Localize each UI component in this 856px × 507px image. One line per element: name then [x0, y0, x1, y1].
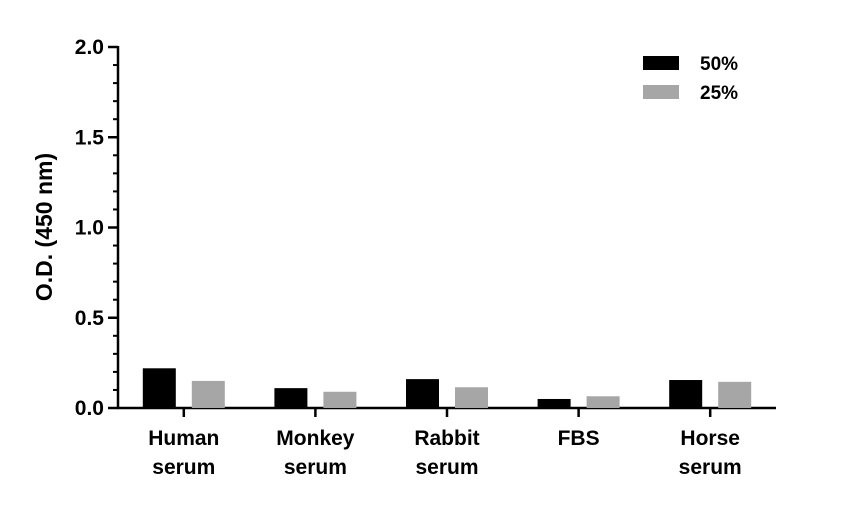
- bar-50pct-2: [406, 379, 439, 408]
- y-tick-label: 0.0: [75, 397, 104, 420]
- bar-50pct-0: [142, 368, 176, 408]
- x-category-label: Rabbit: [414, 427, 479, 450]
- legend: 50%25%: [643, 54, 738, 104]
- y-tick-label: 2.0: [75, 36, 104, 59]
- bar-25pct-0: [191, 380, 225, 408]
- x-category-label: Human: [148, 427, 219, 450]
- bars: [142, 368, 752, 408]
- bar-25pct-4: [718, 381, 752, 408]
- legend-label: 25%: [700, 83, 738, 104]
- bar-25pct-2: [455, 387, 488, 408]
- x-category-label: serum: [679, 456, 742, 479]
- bar-50pct-4: [669, 380, 703, 408]
- x-category-label: FBS: [558, 427, 600, 450]
- bar-25pct-1: [323, 391, 357, 408]
- y-tick-label: 0.5: [75, 307, 105, 330]
- x-category-label: serum: [152, 456, 215, 479]
- bar-50pct-1: [274, 388, 308, 408]
- y-axis-title: O.D. (450 nm): [31, 153, 57, 301]
- legend-swatch: [643, 85, 679, 99]
- x-category-label: serum: [284, 456, 347, 479]
- x-category-label: Monkey: [276, 427, 355, 450]
- axes: 0.0 0.5 1.0 1.5 2.0 Human serum Monkey serum Rabb…: [75, 36, 776, 479]
- legend-swatch: [643, 56, 679, 70]
- bar-25pct-3: [586, 396, 620, 408]
- y-tick-label: 1.0: [75, 217, 104, 240]
- bar-50pct-3: [537, 398, 571, 408]
- x-category-label: Horse: [680, 427, 740, 450]
- legend-label: 50%: [700, 54, 738, 75]
- x-category-label: serum: [415, 456, 478, 479]
- y-tick-label: 1.5: [75, 126, 105, 149]
